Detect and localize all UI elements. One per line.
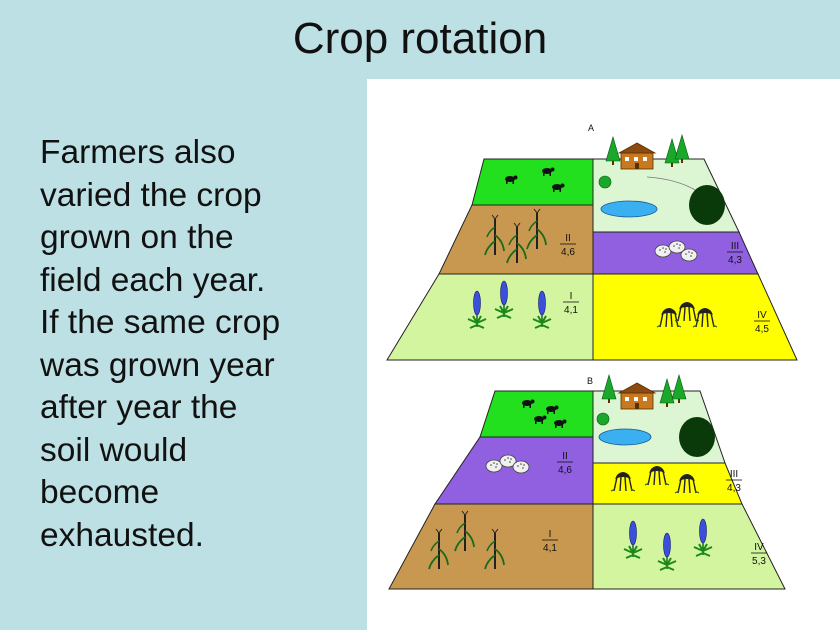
plot-roman: II bbox=[562, 451, 568, 462]
diagram-panel: A bbox=[367, 79, 840, 630]
house-icon bbox=[618, 382, 656, 410]
tree-icon bbox=[674, 134, 690, 164]
body-line: Farmers also bbox=[40, 134, 236, 171]
tree-icon bbox=[605, 136, 621, 166]
plot-values: 4,5 bbox=[755, 324, 769, 335]
sack-icon bbox=[680, 248, 698, 262]
plot-roman: III bbox=[730, 469, 738, 480]
sack-icon bbox=[485, 459, 503, 473]
field-a: A bbox=[386, 123, 798, 361]
tree-icon bbox=[601, 374, 617, 404]
plot-roman: IV bbox=[757, 310, 767, 321]
pasture-plot bbox=[471, 158, 594, 206]
body-line: become bbox=[40, 474, 160, 511]
plot-roman: IV bbox=[754, 542, 764, 553]
body-text: Farmers also varied the crop grown on th… bbox=[40, 132, 360, 557]
bush-icon bbox=[679, 417, 715, 457]
crop-rotation-diagram: A bbox=[386, 123, 798, 590]
plot-values: 4,1 bbox=[564, 305, 578, 316]
pond bbox=[598, 428, 652, 446]
plot-values: 4,3 bbox=[728, 255, 742, 266]
plot-iv bbox=[592, 503, 786, 590]
pond bbox=[600, 200, 658, 218]
plot-values: 4,1 bbox=[543, 543, 557, 554]
sack-icon bbox=[512, 460, 530, 474]
plot-i bbox=[386, 273, 594, 361]
plot-values: 5,3 bbox=[752, 556, 766, 567]
plot-roman: I bbox=[549, 529, 552, 540]
sack-icon bbox=[654, 244, 672, 258]
body-line: varied the crop bbox=[40, 176, 262, 214]
house-icon bbox=[618, 142, 656, 170]
path-line bbox=[646, 176, 698, 192]
body-line: soil would bbox=[40, 431, 188, 469]
plot-i bbox=[388, 503, 594, 590]
field-b: B bbox=[388, 374, 786, 590]
body-line: was grown year bbox=[40, 346, 275, 384]
plot-values: 4,6 bbox=[558, 465, 572, 476]
tree-icon bbox=[598, 175, 612, 189]
body-line: field each year. bbox=[40, 261, 266, 299]
plot-roman: I bbox=[570, 291, 573, 302]
slide-title: Crop rotation bbox=[292, 14, 548, 63]
plot-values: 4,3 bbox=[727, 483, 741, 494]
plot-roman: II bbox=[565, 233, 571, 244]
field-label: A bbox=[588, 123, 594, 133]
body-line: grown on the bbox=[40, 219, 234, 256]
pasture-plot bbox=[479, 390, 594, 438]
bush-icon bbox=[689, 185, 725, 225]
body-line: after year the bbox=[40, 389, 238, 426]
body-line: If the same crop bbox=[40, 304, 281, 341]
tree-icon bbox=[671, 374, 687, 404]
field-label: B bbox=[587, 376, 593, 386]
plot-roman: III bbox=[731, 241, 739, 252]
plot-values: 4,6 bbox=[561, 247, 575, 258]
body-line: exhausted. bbox=[40, 516, 204, 554]
tree-icon bbox=[596, 412, 610, 426]
